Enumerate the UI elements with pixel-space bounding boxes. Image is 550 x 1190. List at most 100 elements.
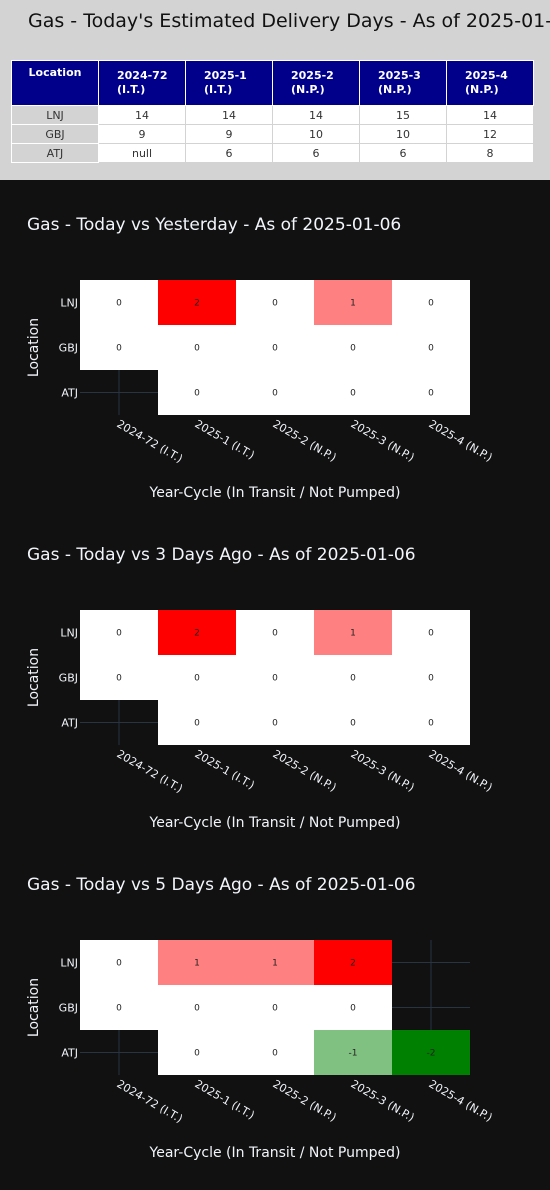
cell-label: 0 (428, 629, 434, 639)
table-header-row: Location 2024-72 (I.T.) 2025-1 (I.T.) 20… (11, 60, 534, 106)
cell-label: 2 (194, 299, 200, 309)
table-cell: 14 (272, 105, 360, 125)
heatmap-cell (80, 325, 158, 370)
heatmap-cell (314, 610, 392, 655)
y-tick-label: LNJ (60, 627, 78, 640)
cell-label: 2 (194, 629, 200, 639)
cell-label: 1 (350, 299, 356, 309)
cell-label: 0 (272, 1049, 278, 1059)
heatmap-cell (236, 700, 314, 745)
heatmap-cell (236, 985, 314, 1030)
y-axis-title: Location (26, 318, 42, 377)
heatmap-cell (158, 325, 236, 370)
heatmap-cell (392, 370, 470, 415)
x-tick-label: 2025-4 (N.P.) (427, 1077, 495, 1124)
x-tick-label: 2024-72 (I.T.) (115, 747, 185, 795)
heatmap-cell (314, 700, 392, 745)
y-tick-label: ATJ (61, 387, 78, 400)
heatmap-chart-yesterday: Gas - Today vs Yesterday - As of 2025-01… (0, 200, 550, 530)
table-cell: 15 (359, 105, 447, 125)
x-tick-label: 2025-4 (N.P.) (427, 747, 495, 794)
heatmap-cell (236, 655, 314, 700)
column-header: 2025-3 (N.P.) (359, 60, 447, 106)
table-cell: 14 (98, 105, 186, 125)
heatmap-cell (236, 370, 314, 415)
cell-label: 0 (116, 1004, 122, 1014)
cell-label: 1 (350, 629, 356, 639)
heatmap-svg: Gas - Today vs 5 Days Ago - As of 2025-0… (26, 875, 495, 1161)
chart-title: Gas - Today vs 3 Days Ago - As of 2025-0… (27, 545, 416, 565)
heatmap-cell (314, 280, 392, 325)
heatmap-cell (158, 280, 236, 325)
cell-label: 0 (116, 629, 122, 639)
table-row: LNJ 14 14 14 15 14 (11, 105, 534, 125)
cell-label: 1 (194, 959, 200, 969)
cell-label: 0 (272, 299, 278, 309)
y-tick-label: ATJ (61, 1047, 78, 1060)
y-tick-label: LNJ (60, 957, 78, 970)
heatmap-cell (80, 940, 158, 985)
heatmap-chart-5-days: Gas - Today vs 5 Days Ago - As of 2025-0… (0, 860, 550, 1190)
cell-label: 0 (194, 674, 200, 684)
x-tick-label: 2025-2 (N.P.) (271, 747, 339, 794)
heatmap-svg: Gas - Today vs Yesterday - As of 2025-01… (26, 215, 495, 501)
column-header: 2025-1 (I.T.) (185, 60, 273, 106)
heatmap-chart-3-days: Gas - Today vs 3 Days Ago - As of 2025-0… (0, 530, 550, 860)
table-cell: 6 (272, 143, 360, 163)
heatmap-cell (158, 655, 236, 700)
column-header: 2025-2 (N.P.) (272, 60, 360, 106)
y-tick-label: GBJ (59, 1002, 78, 1015)
cell-label: 0 (350, 719, 356, 729)
table-row: ATJ null 6 6 6 8 (11, 143, 534, 163)
heatmap-cell (314, 655, 392, 700)
x-tick-label: 2025-2 (N.P.) (271, 417, 339, 464)
cell-label: 2 (350, 959, 356, 969)
x-tick-label: 2025-3 (N.P.) (349, 417, 417, 464)
table-cell: 9 (185, 124, 273, 144)
table-cell: null (98, 143, 186, 163)
cell-label: 0 (350, 674, 356, 684)
x-tick-label: 2025-4 (N.P.) (427, 417, 495, 464)
table-cell: 10 (272, 124, 360, 144)
cell-label: 0 (350, 389, 356, 399)
cell-label: 0 (350, 344, 356, 354)
y-tick-label: GBJ (59, 342, 78, 355)
table-row: GBJ 9 9 10 10 12 (11, 124, 534, 144)
cell-label: 0 (350, 1004, 356, 1014)
cell-label: 0 (428, 344, 434, 354)
heatmap-svg: Gas - Today vs 3 Days Ago - As of 2025-0… (26, 545, 495, 831)
heatmap-cell (80, 655, 158, 700)
heatmap-cell (158, 985, 236, 1030)
row-location: LNJ (11, 105, 99, 125)
chart-title: Gas - Today vs Yesterday - As of 2025-01… (27, 215, 401, 235)
x-tick-label: 2025-3 (N.P.) (349, 1077, 417, 1124)
y-axis-title: Location (26, 648, 42, 707)
column-header: 2025-4 (N.P.) (446, 60, 534, 106)
cell-label: 0 (116, 674, 122, 684)
heatmap-cell (236, 1030, 314, 1075)
cell-label: 0 (194, 719, 200, 729)
x-axis-title: Year-Cycle (In Transit / Not Pumped) (149, 1145, 401, 1161)
row-location: ATJ (11, 143, 99, 163)
table-cell: 12 (446, 124, 534, 144)
heatmap-cell (392, 280, 470, 325)
table-cell: 14 (185, 105, 273, 125)
cell-label: 0 (272, 719, 278, 729)
heatmap-cell (158, 370, 236, 415)
heatmap-cell (80, 985, 158, 1030)
heatmap-cell (392, 610, 470, 655)
chart-title: Gas - Today vs 5 Days Ago - As of 2025-0… (27, 875, 416, 895)
cell-label: 0 (194, 1004, 200, 1014)
cell-label: 0 (194, 1049, 200, 1059)
x-axis-title: Year-Cycle (In Transit / Not Pumped) (149, 815, 401, 831)
top-panel: Gas - Today's Estimated Delivery Days - … (0, 0, 550, 180)
cell-label: 0 (428, 719, 434, 729)
heatmap-cell (392, 1030, 470, 1075)
x-tick-label: 2025-2 (N.P.) (271, 1077, 339, 1124)
table-cell: 6 (359, 143, 447, 163)
page-title: Gas - Today's Estimated Delivery Days - … (28, 10, 550, 32)
cell-label: 0 (116, 959, 122, 969)
cell-label: 0 (194, 344, 200, 354)
heatmap-cell (314, 1030, 392, 1075)
heatmap-cell (158, 700, 236, 745)
